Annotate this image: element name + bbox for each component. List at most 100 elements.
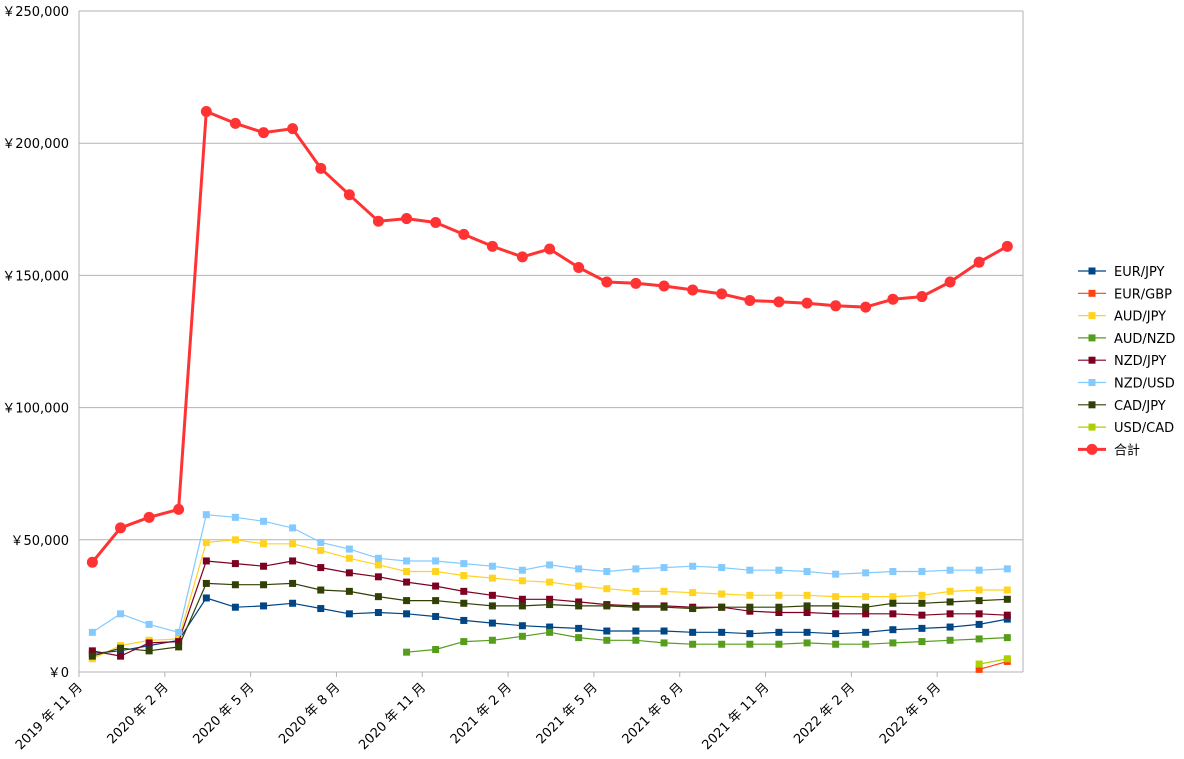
data-point <box>889 568 897 576</box>
data-point <box>944 276 956 288</box>
data-point <box>258 127 270 139</box>
data-point <box>1003 595 1011 603</box>
data-point <box>1003 586 1011 594</box>
data-point <box>975 566 983 574</box>
legend-label: AUD/NZD <box>1114 332 1175 347</box>
data-point <box>632 627 640 635</box>
data-point <box>289 524 297 532</box>
data-point <box>289 557 297 565</box>
data-point <box>403 597 411 605</box>
legend: EUR/JPY EUR/GBP AUD/JPY AUD/NZD NZD/JPY NZD/U… <box>1078 265 1175 458</box>
x-tick-label: 2020 年 11 月 <box>356 680 429 753</box>
legend-marker <box>1086 443 1098 455</box>
data-point <box>546 628 554 636</box>
data-point <box>775 566 783 574</box>
data-point <box>145 639 153 647</box>
axes <box>78 11 1024 677</box>
legend-label: CAD/JPY <box>1114 399 1166 414</box>
data-point <box>773 296 785 308</box>
data-point <box>403 557 411 565</box>
data-point <box>630 277 642 289</box>
data-point <box>287 123 299 135</box>
data-point <box>202 594 210 602</box>
data-point <box>488 591 496 599</box>
data-point <box>689 605 697 613</box>
data-point <box>632 603 640 611</box>
data-point <box>374 609 382 617</box>
data-point <box>575 598 583 606</box>
data-point <box>862 569 870 577</box>
data-point <box>660 603 668 611</box>
data-point <box>573 261 585 273</box>
data-point <box>260 562 268 570</box>
legend-marker <box>1088 267 1096 275</box>
legend-item: EUR/GBP <box>1078 287 1172 302</box>
data-point <box>460 587 468 595</box>
data-point <box>260 581 268 589</box>
data-point <box>918 568 926 576</box>
data-point <box>518 602 526 610</box>
data-point <box>803 609 811 617</box>
data-point <box>862 593 870 601</box>
series-AUD/NZD <box>403 628 1011 656</box>
data-point <box>801 297 813 309</box>
series-CAD/JPY <box>88 579 1011 660</box>
data-point <box>687 284 699 296</box>
data-point <box>860 301 872 313</box>
data-point <box>603 627 611 635</box>
data-point <box>345 554 353 562</box>
data-point <box>200 105 212 117</box>
data-point <box>803 591 811 599</box>
data-point <box>460 560 468 568</box>
data-point <box>1003 634 1011 642</box>
data-point <box>518 577 526 585</box>
data-point <box>946 587 954 595</box>
data-point <box>317 605 325 613</box>
data-point <box>832 640 840 648</box>
data-point <box>918 599 926 607</box>
data-point <box>345 545 353 553</box>
data-point <box>575 624 583 632</box>
data-point <box>317 586 325 594</box>
data-point <box>403 610 411 618</box>
data-point <box>488 602 496 610</box>
data-point <box>746 566 754 574</box>
data-point <box>716 288 728 300</box>
data-point <box>432 582 440 590</box>
data-point <box>973 256 985 268</box>
data-point <box>403 648 411 656</box>
data-point <box>1003 611 1011 619</box>
series-合計 <box>86 105 1013 568</box>
data-point <box>889 639 897 647</box>
data-point <box>488 636 496 644</box>
data-point <box>803 568 811 576</box>
data-point <box>832 570 840 578</box>
data-point <box>1001 240 1013 252</box>
data-point <box>460 599 468 607</box>
data-point <box>832 630 840 638</box>
data-point <box>603 602 611 610</box>
data-point <box>518 632 526 640</box>
data-point <box>975 586 983 594</box>
data-point <box>117 644 125 652</box>
x-tick-label: 2020 年 2 月 <box>105 680 172 747</box>
x-tick-label: 2021 年 8 月 <box>620 680 687 747</box>
legend-item: NZD/USD <box>1078 377 1175 392</box>
legend-item: NZD/JPY <box>1078 354 1166 369</box>
data-point <box>575 602 583 610</box>
legend-marker <box>1088 379 1096 386</box>
data-point <box>289 579 297 587</box>
legend-label: NZD/JPY <box>1114 354 1166 369</box>
x-tick-label: 2021 年 11 月 <box>700 680 773 753</box>
data-point <box>975 597 983 605</box>
data-point <box>632 636 640 644</box>
legend-item: AUD/JPY <box>1078 310 1166 325</box>
data-point <box>202 538 210 546</box>
data-point <box>374 573 382 581</box>
data-point <box>372 215 384 227</box>
data-point <box>689 640 697 648</box>
y-tick-label: ￥250,000 <box>2 5 69 20</box>
series-line <box>91 110 1009 564</box>
legend-item: AUD/NZD <box>1078 332 1175 347</box>
data-point <box>862 640 870 648</box>
